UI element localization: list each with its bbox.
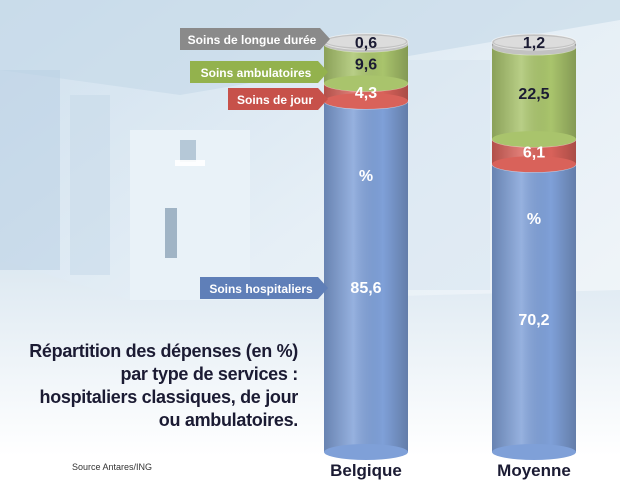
legend-label-1: Soins de jour	[237, 93, 313, 107]
legend-tag-shape	[228, 88, 328, 110]
bar-top-face	[494, 36, 574, 48]
percent-sign-moyenne: %	[527, 211, 541, 228]
bar-segment-moyenne-0	[491, 155, 577, 460]
chart-title: Répartition des dépenses (en %) par type…	[0, 340, 298, 432]
title-line-2: par type de services :	[120, 364, 299, 384]
data-label-belgique-1: 4,3	[355, 85, 377, 102]
bars-layer	[323, 33, 577, 460]
data-label-belgique-2: 9,6	[355, 57, 377, 74]
legend-label-3: Soins de longue durée	[188, 33, 317, 47]
legend-layer: Soins de longue durée Soins ambulatoires S…	[180, 28, 330, 299]
category-labels-layer: Belgique Moyenne	[330, 461, 571, 480]
data-label-belgique-3: 0,6	[355, 35, 377, 52]
legend-tag-shape	[180, 28, 330, 50]
bar-shading	[492, 164, 576, 452]
category-label-belgique: Belgique	[330, 461, 402, 480]
bar-segment-moyenne-2	[491, 38, 577, 148]
legend-tag-shape	[200, 277, 328, 299]
bar-shading	[492, 46, 576, 140]
legend-tag-2: Soins ambulatoires	[190, 61, 328, 83]
percent-sign-belgique: %	[359, 168, 373, 185]
bar-bottom-cap	[492, 131, 576, 148]
labels-layer: 85,6 70,2 4,3 6,1 9,6 22,5 0,6 1,2%%	[350, 35, 549, 329]
legend-tag-shape	[190, 61, 328, 83]
legend-tag-3: Soins de longue durée	[180, 28, 330, 50]
title-line-1: Répartition des dépenses (en %)	[29, 341, 298, 361]
source-note: Source Antares/ING	[72, 462, 153, 472]
bar-top-face	[326, 35, 406, 48]
data-label-belgique-0: 85,6	[350, 280, 381, 297]
legend-label-2: Soins ambulatoires	[201, 66, 312, 80]
data-label-moyenne-3: 1,2	[523, 35, 545, 52]
category-label-moyenne: Moyenne	[497, 461, 571, 480]
data-label-moyenne-0: 70,2	[518, 312, 549, 329]
title-line-3: hospitaliers classiques, de jour	[39, 387, 299, 407]
bar-bottom-cap	[492, 156, 576, 173]
bar-bottom-cap	[324, 444, 408, 460]
legend-tag-1: Soins de jour	[228, 88, 328, 110]
bar-bottom-cap	[324, 75, 408, 92]
bar-segment-belgique-0	[323, 92, 409, 460]
data-label-moyenne-1: 6,1	[523, 145, 545, 162]
data-label-moyenne-2: 22,5	[518, 86, 549, 103]
bar-bottom-cap	[492, 444, 576, 460]
legend-tag-0: Soins hospitaliers	[200, 277, 328, 299]
bar-bottom-cap	[324, 93, 408, 110]
title-line-4: ou ambulatoires.	[158, 410, 299, 430]
bar-shading	[324, 101, 408, 452]
legend-label-0: Soins hospitaliers	[209, 282, 313, 296]
